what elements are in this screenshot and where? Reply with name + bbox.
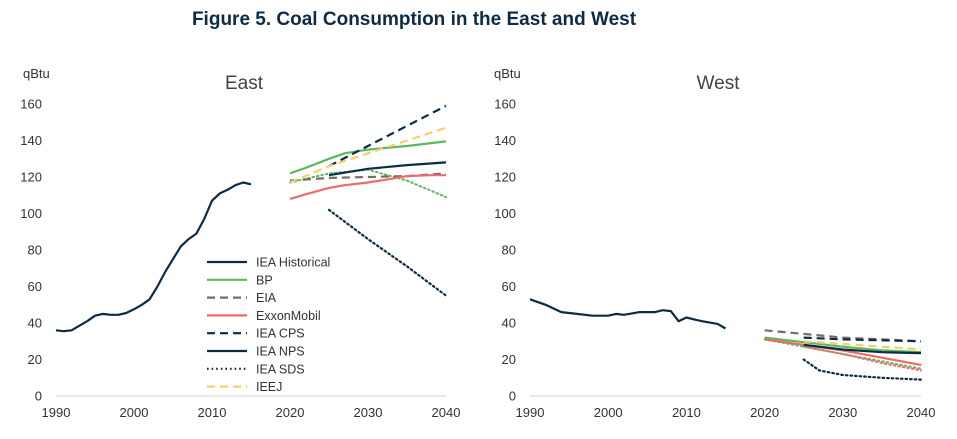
west-iea-sds-line [802, 358, 923, 381]
legend-label-ieej: IEEJ [256, 380, 282, 394]
west-extra-line-1 [802, 345, 922, 372]
east-y-tick-60: 60 [28, 279, 42, 294]
east-y-tick-0: 0 [35, 389, 42, 404]
west-y-tick-0: 0 [509, 389, 516, 404]
legend-label-exxonmobil: ExxonMobil [256, 309, 321, 323]
east-y-tick-20: 20 [28, 352, 42, 367]
west-extra-line-0 [763, 338, 922, 370]
west-bp-line [764, 336, 922, 354]
east-x-tick-2010: 2010 [198, 405, 227, 420]
east-y-tick-120: 120 [20, 170, 42, 185]
east-y-tick-140: 140 [20, 133, 42, 148]
east-x-tick-2040: 2040 [432, 405, 461, 420]
west-y-tick-60: 60 [502, 279, 516, 294]
east-x-tick-1990: 1990 [42, 405, 71, 420]
east-exxonmobil-line [289, 174, 446, 200]
east-y-tick-100: 100 [20, 206, 42, 221]
legend-label-eia: EIA [256, 291, 277, 305]
east-y-tick-40: 40 [28, 316, 42, 331]
west-x-tick-2010: 2010 [672, 405, 701, 420]
east-iea-cps-line [328, 104, 447, 168]
legend-label-iea-sds: IEA SDS [256, 362, 305, 376]
east-y-tick-80: 80 [28, 243, 42, 258]
east-x-tick-2020: 2020 [276, 405, 305, 420]
west-x-tick-2020: 2020 [750, 405, 779, 420]
west-iea-historical-line [529, 298, 727, 330]
west-y-tick-40: 40 [502, 316, 516, 331]
west-y-tick-20: 20 [502, 352, 516, 367]
west-y-tick-80: 80 [502, 243, 516, 258]
east-x-tick-2000: 2000 [120, 405, 149, 420]
east-y-tick-160: 160 [20, 97, 42, 112]
east-iea-historical-line [55, 181, 252, 333]
east-ieej-line [289, 126, 447, 184]
west-iea-cps-line [803, 336, 922, 343]
west-y-unit-label: qBtu [494, 66, 521, 81]
east-bp-line [289, 140, 447, 175]
east-x-tick-2030: 2030 [354, 405, 383, 420]
west-ieej-line [803, 340, 922, 351]
legend-label-bp: BP [256, 273, 273, 287]
west-y-tick-100: 100 [494, 206, 516, 221]
west-y-tick-140: 140 [494, 133, 516, 148]
west-x-tick-2040: 2040 [907, 405, 936, 420]
west-panel-title: West [697, 73, 741, 94]
west-y-tick-120: 120 [494, 170, 516, 185]
legend-label-iea-cps: IEA CPS [256, 327, 305, 341]
figure-title: Figure 5. Coal Consumption in the East a… [191, 9, 637, 30]
east-panel-title: East [225, 73, 264, 94]
east-y-unit-label: qBtu [23, 66, 50, 81]
legend: IEA Historical BP EIA ExxonMobil IEA CPS IEA … [207, 256, 330, 394]
legend-label-iea-historical: IEA Historical [256, 256, 330, 270]
west-iea-nps-line [803, 343, 922, 355]
west-x-tick-2000: 2000 [594, 405, 623, 420]
west-y-tick-160: 160 [494, 97, 516, 112]
west-x-tick-1990: 1990 [516, 405, 545, 420]
west-x-tick-2030: 2030 [828, 405, 857, 420]
legend-label-iea-nps: IEA NPS [256, 345, 305, 359]
east-iea-nps-line [328, 161, 447, 177]
east-iea-sds-line [327, 208, 448, 297]
